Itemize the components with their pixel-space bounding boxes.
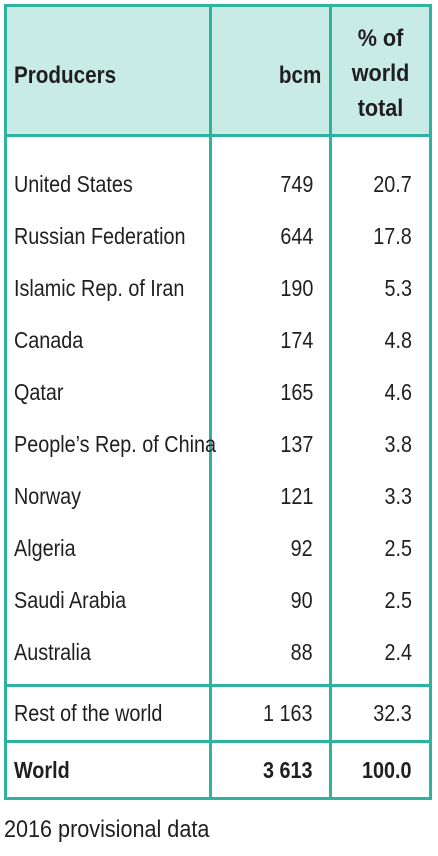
header-percent-line: world [351, 60, 410, 87]
producer-percent: 3.3 [384, 483, 412, 509]
producer-bcm: 121 [279, 483, 313, 509]
world-divider [7, 740, 429, 743]
header-percent-line: total [357, 95, 404, 122]
world-bcm: 3 613 [263, 757, 313, 783]
producer-bcm: 88 [290, 639, 313, 665]
rest-divider [7, 684, 429, 687]
world-label: World [14, 757, 70, 783]
header-bcm: bcm [278, 62, 321, 89]
producer-percent: 2.4 [384, 639, 412, 665]
producer-bcm: 190 [279, 275, 313, 301]
producer-bcm: 165 [279, 379, 313, 405]
world-percent: 100.0 [362, 757, 412, 783]
producer-percent: 3.8 [384, 431, 412, 457]
producer-name: Algeria [14, 535, 76, 561]
header-percent-line: % of [357, 25, 404, 52]
header-divider [7, 134, 429, 137]
header-percent-of-world-total: % of world total [337, 21, 424, 126]
producer-name: People’s Rep. of China [14, 431, 216, 457]
rest-of-world-bcm: 1 163 [263, 700, 313, 726]
producers-table: Producers bcm % of world total United St… [4, 4, 432, 800]
footnote: 2016 provisional data [4, 816, 210, 843]
producer-percent: 4.8 [384, 327, 412, 353]
table-header [7, 7, 429, 134]
header-producers: Producers [14, 62, 117, 89]
rest-of-world-label: Rest of the world [14, 700, 163, 726]
producer-name: Australia [14, 639, 91, 665]
rest-of-world-percent: 32.3 [373, 700, 412, 726]
producer-percent: 2.5 [384, 587, 412, 613]
producer-name: Islamic Rep. of Iran [14, 275, 185, 301]
producer-percent: 17.8 [373, 223, 412, 249]
producer-name: Qatar [14, 379, 64, 405]
producer-bcm: 644 [279, 223, 313, 249]
producer-bcm: 174 [279, 327, 313, 353]
producer-percent: 4.6 [384, 379, 412, 405]
producer-name: United States [14, 171, 133, 197]
producer-name: Saudi Arabia [14, 587, 127, 613]
producer-name: Canada [14, 327, 84, 353]
producer-bcm: 90 [290, 587, 313, 613]
producer-percent: 5.3 [384, 275, 412, 301]
producer-bcm: 92 [290, 535, 313, 561]
producer-name: Norway [14, 483, 82, 509]
producer-bcm: 749 [279, 171, 313, 197]
producer-percent: 2.5 [384, 535, 412, 561]
column-divider [329, 7, 332, 797]
producer-percent: 20.7 [373, 171, 412, 197]
producer-name: Russian Federation [14, 223, 186, 249]
producer-bcm: 137 [279, 431, 313, 457]
column-divider [209, 7, 212, 797]
